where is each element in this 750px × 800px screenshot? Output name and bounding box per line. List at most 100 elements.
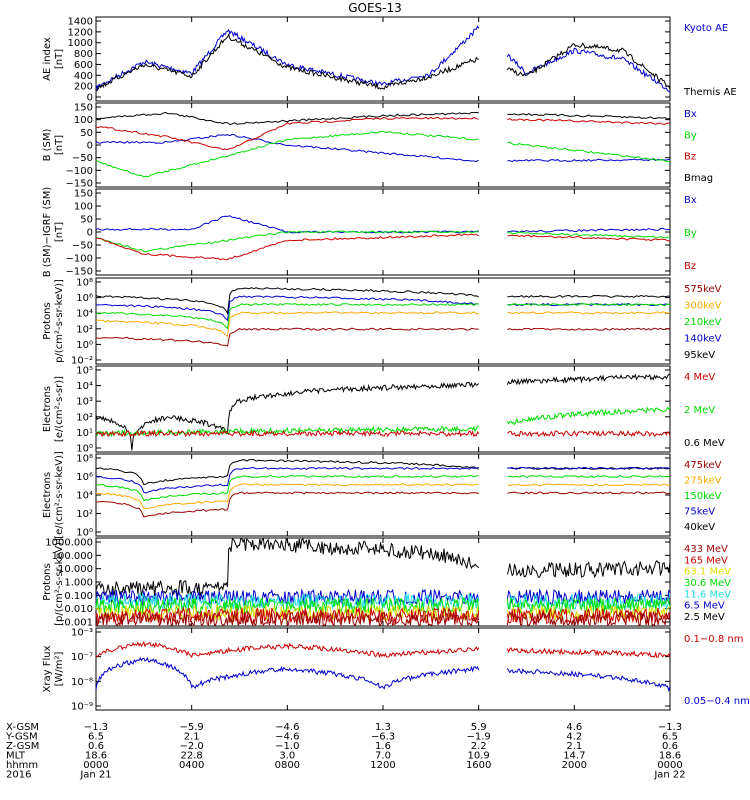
footer-value: 22.8 [181, 751, 203, 762]
y-axis-label: B (SM) [42, 128, 53, 161]
y-tick-label: 0 [87, 228, 93, 239]
series-line-xray-29-1 [506, 647, 671, 658]
footer-value: 2.2 [471, 741, 487, 752]
series-line-electrons1-16-1 [507, 429, 671, 438]
series-line-electrons2-19-1 [507, 475, 671, 479]
series-line-protons1-9-1 [507, 294, 670, 298]
series-line-bigrf-8-0 [95, 233, 479, 261]
legend-entry: By [684, 228, 697, 239]
footer-value: 1600 [466, 760, 491, 771]
legend-entry: 575keV [684, 284, 722, 295]
series-line-electrons2-20-1 [507, 483, 671, 487]
footer-value: 2000 [562, 760, 587, 771]
footer-value: −1.0 [275, 741, 299, 752]
y-tick-label: 10⁻³ [71, 628, 93, 639]
series-line-bigrf-6-1 [507, 227, 671, 233]
y-tick-label: 10⁶ [76, 293, 93, 304]
y-tick-label: 800 [74, 49, 93, 60]
series-line-bigrf-7-0 [95, 230, 479, 253]
series-line-bigrf-7-1 [507, 231, 671, 239]
footer-value: 2.1 [184, 732, 200, 743]
footer-value: 6.5 [88, 732, 104, 743]
y-tick-label: 0 [87, 141, 93, 152]
legend-entry: 11.6 MeV [684, 589, 731, 600]
footer-value: 0000 [657, 760, 682, 771]
series-line-ae-1-0 [95, 33, 479, 92]
series-line-bsm-3-1 [507, 141, 671, 163]
y-tick-label: 1400 [68, 17, 93, 28]
footer-value: 10.9 [468, 751, 490, 762]
legend-entry: 2 MeV [684, 405, 715, 416]
legend-entry: 95keV [684, 350, 715, 361]
series-line-xray-29-0 [95, 640, 480, 659]
legend-entry: 210keV [684, 317, 722, 328]
y-tick-label: 50 [80, 128, 93, 139]
series-line-electrons2-21-1 [507, 491, 671, 495]
y-axis-label: [nT] [54, 49, 65, 69]
legend-entry: 4 MeV [684, 372, 715, 383]
y-tick-label: −100 [66, 166, 93, 177]
footer-value: 5.9 [471, 722, 487, 733]
series-line-protons2-22-1 [506, 559, 671, 579]
y-tick-label: 10² [76, 412, 93, 423]
footer-value: −6.3 [371, 732, 395, 743]
legend-entry: 63.1 MeV [684, 567, 731, 578]
y-tick-label: 0.010 [64, 604, 93, 615]
legend-entry: 0.6 MeV [684, 438, 725, 449]
series-line-bsm-5-1 [507, 113, 671, 120]
y-tick-label: 10⁵ [76, 366, 93, 377]
series-line-bsm-2-1 [507, 158, 671, 163]
footer-value: −2.0 [180, 741, 204, 752]
y-tick-label: 10⁰ [76, 444, 93, 455]
series-line-electrons2-18-1 [507, 466, 671, 470]
footer-value: 4.6 [566, 722, 582, 733]
footer-row-label: MLT [6, 751, 26, 762]
y-axis-label: [e/(cm²-s-sr-keV)] [54, 451, 65, 539]
footer-value: 14.7 [563, 751, 585, 762]
series-line-electrons1-14-1 [506, 373, 671, 386]
y-tick-label: 1.000 [64, 578, 93, 589]
series-line-electrons1-16-0 [95, 429, 480, 438]
series-line-protons1-13-1 [507, 327, 671, 331]
footer-value: 1200 [370, 760, 395, 771]
y-tick-label: 10¹ [76, 428, 93, 439]
y-tick-label: −100 [66, 254, 93, 265]
y-tick-label: 100 [74, 115, 93, 126]
series-line-bsm-5-0 [95, 111, 479, 126]
y-tick-label: −50 [72, 153, 93, 164]
y-axis-label: Electrons [42, 472, 53, 518]
legend-entry: 475keV [684, 460, 722, 471]
y-axis-label: Protons [42, 302, 53, 339]
series-line-electrons2-17-0 [95, 459, 479, 486]
legend-entry: 433 MeV [684, 544, 728, 555]
footer-value: 18.6 [659, 751, 681, 762]
series-line-protons2-28-0 [95, 610, 480, 627]
y-axis-label: [nT] [54, 135, 65, 155]
footer-value: 0.6 [88, 741, 104, 752]
footer-value: 1.3 [375, 722, 391, 733]
legend-entry: Bmag [684, 173, 713, 184]
y-tick-label: 50 [80, 215, 93, 226]
series-line-bigrf-6-0 [95, 215, 479, 234]
series-line-bigrf-8-1 [507, 234, 671, 242]
series-line-protons1-13-0 [95, 327, 479, 347]
footer-value: 3.0 [279, 751, 295, 762]
y-tick-label: 0.100 [64, 591, 93, 602]
y-axis-label: Xray Flux [42, 645, 53, 692]
series-line-protons2-25-1 [506, 597, 671, 615]
y-tick-label: 150 [74, 189, 93, 200]
series-line-electrons2-18-0 [95, 466, 479, 494]
footer-row-label: 2016 [6, 770, 31, 781]
y-axis-label: [W/m²] [54, 651, 65, 686]
footer-value: −1.3 [658, 722, 682, 733]
footer-value: Jan 21 [79, 770, 111, 781]
legend-entry: 275keV [684, 476, 722, 487]
series-line-ae-0-1 [506, 47, 671, 93]
panel-electrons2: 10⁸ 10⁶ 10⁴ 10² 10⁰ Electrons [e/(cm²-s-sr-keV… [42, 451, 722, 539]
y-tick-label: 150 [74, 103, 93, 114]
y-tick-label: 10⁴ [76, 491, 93, 502]
series-line-electrons1-14-0 [95, 381, 480, 451]
panel-protons1: 10⁸ 10⁶ 10⁴ 10² 10⁰ 10⁻² Protons p/(cm²-s-sr-ke… [42, 277, 722, 367]
